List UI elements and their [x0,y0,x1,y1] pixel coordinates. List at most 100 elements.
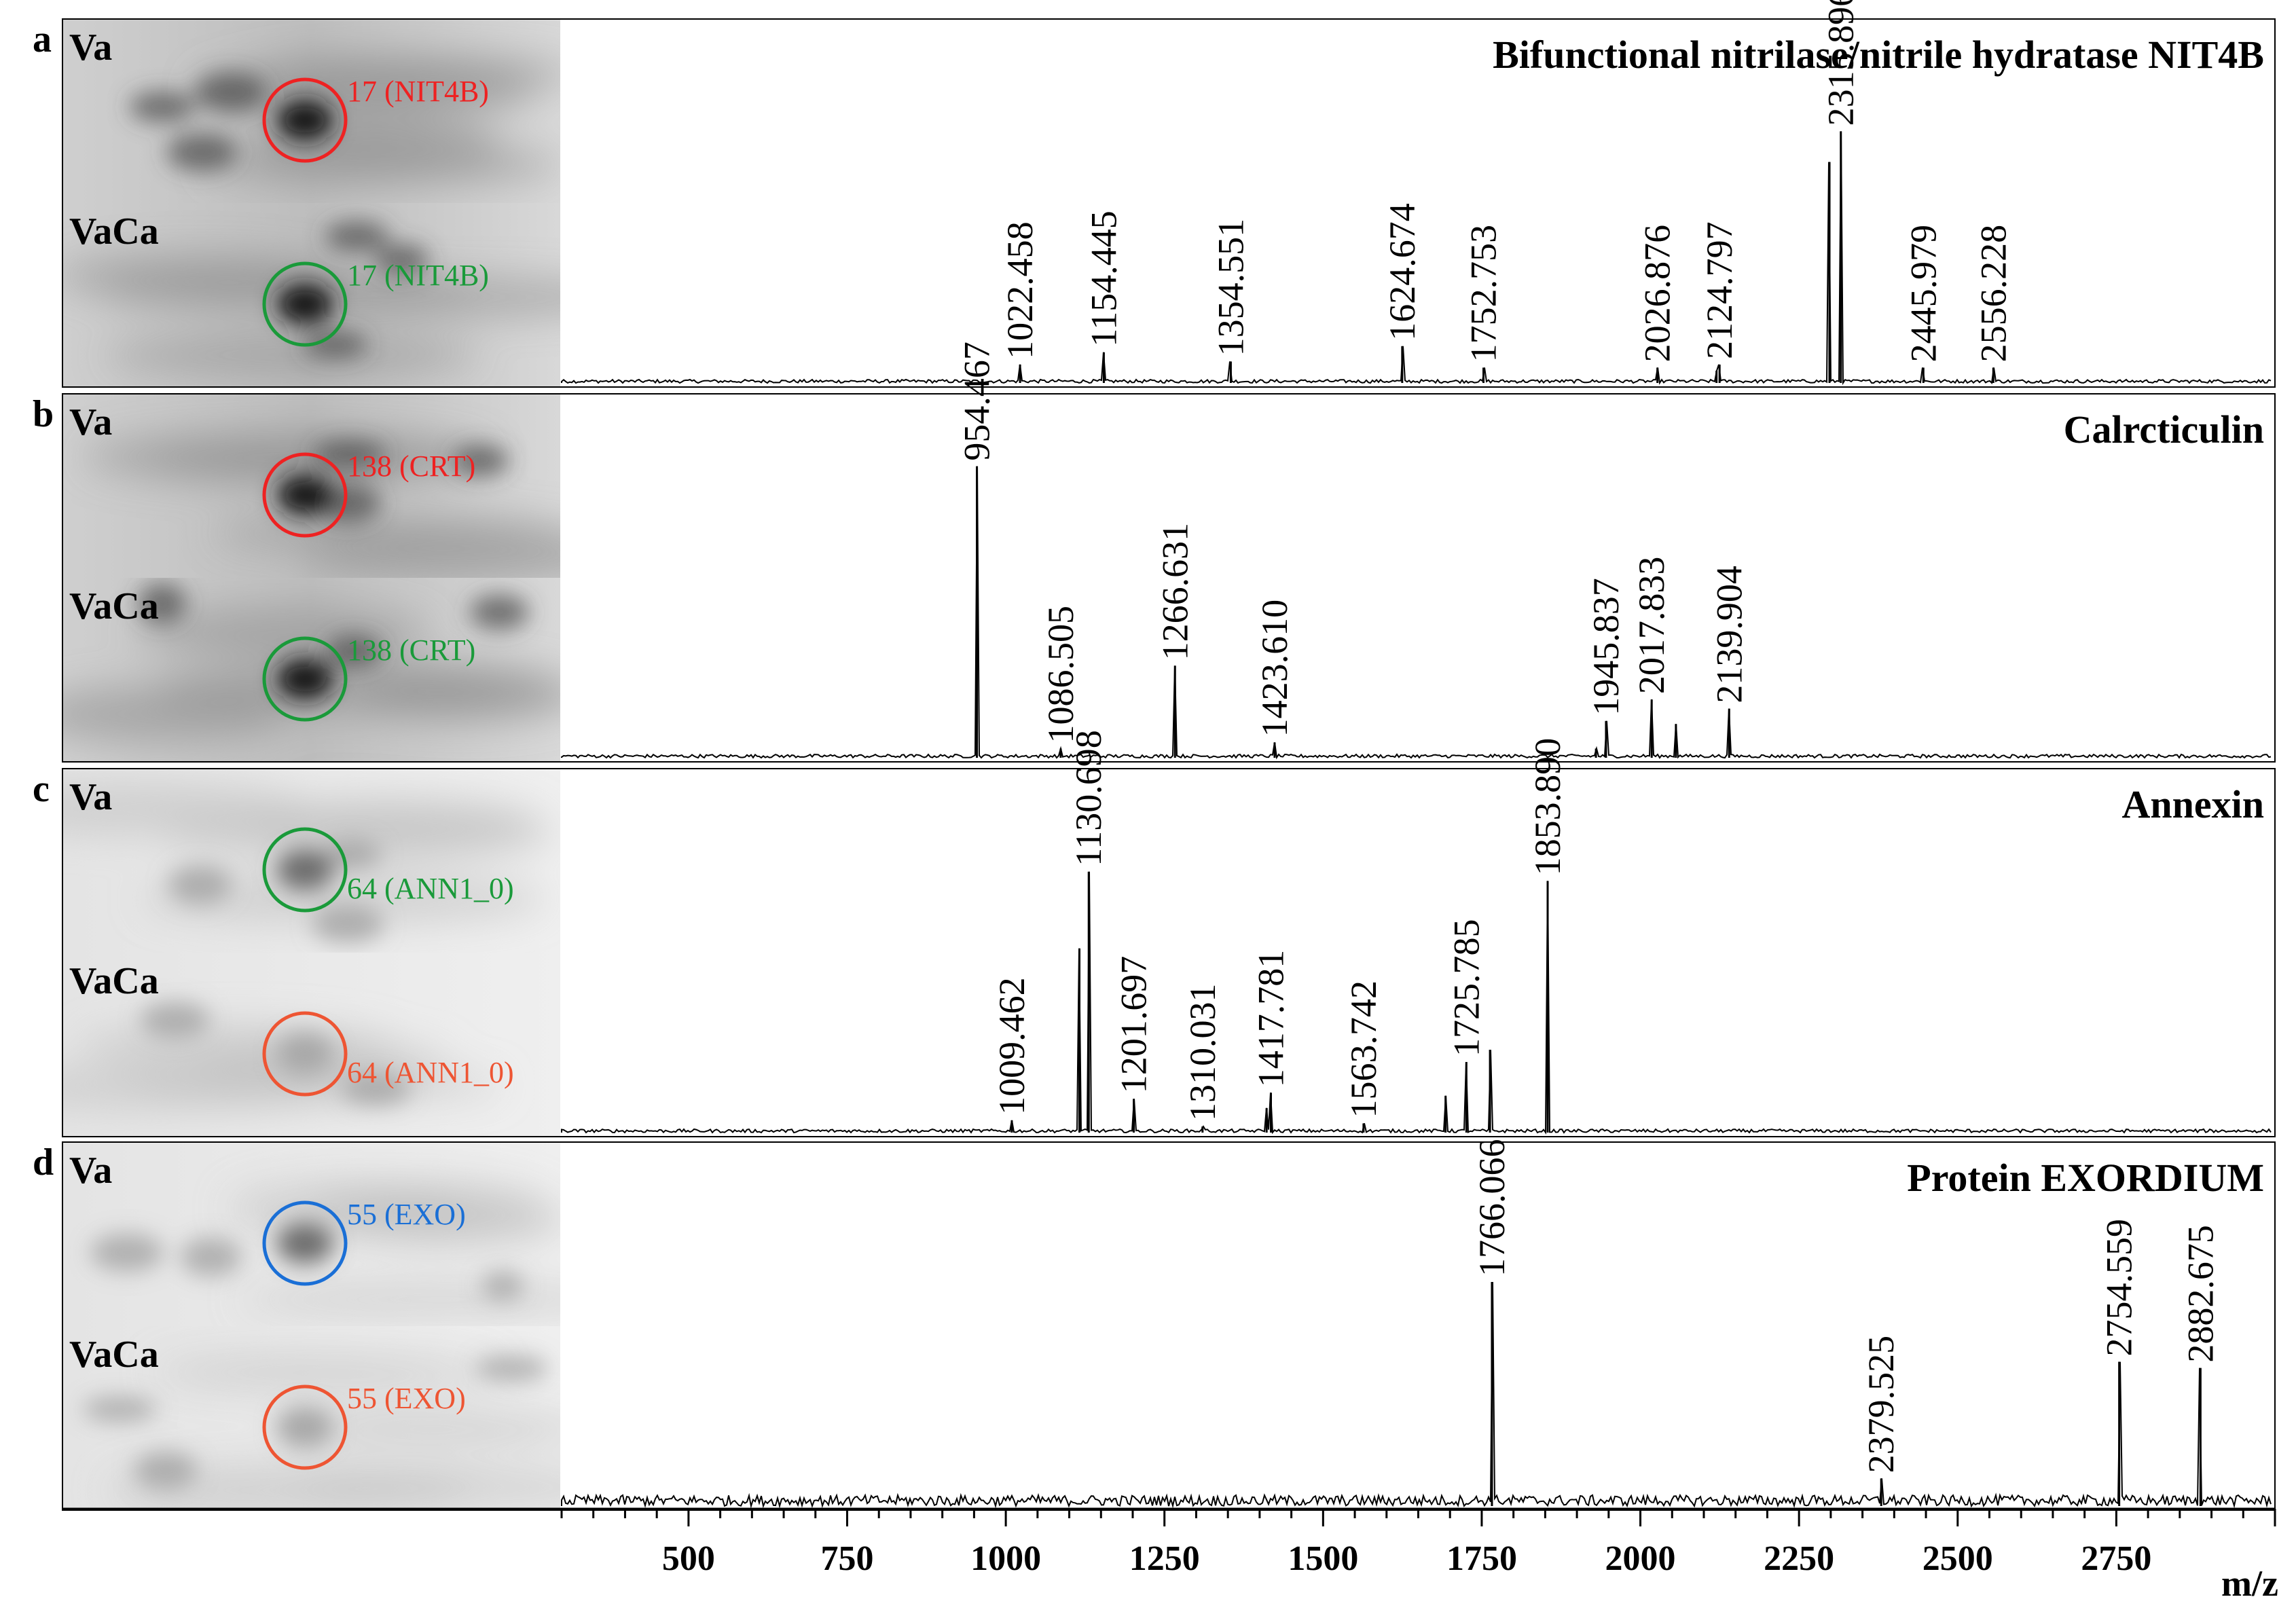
peak-label: 1130.698 [1068,730,1109,866]
spectra-panels: a Bifunctional nitrilase/nitrile hydratas… [33,0,2276,1511]
panel-frame [62,1141,2276,1511]
peak-label: 2556.228 [1973,225,2013,363]
x-tick-label: 1500 [1288,1539,1358,1578]
panel-b: b Calrcticulin 954.467 1086.505 1266.631 1423… [33,342,2276,763]
x-tick-label: 750 [821,1539,874,1578]
peak-label: 954.467 [957,342,998,461]
spot-label: 17 (NIT4B) [347,75,489,108]
panel-a: a Bifunctional nitrilase/nitrile hydratas… [33,0,2276,388]
protein-spot [276,1223,333,1264]
x-tick-label: 1750 [1446,1539,1517,1578]
peak-label: 2124.797 [1699,221,1740,359]
panel-frame [62,18,2276,388]
panel-letter: c [33,768,50,810]
peak-label: 2379.525 [1861,1336,1901,1473]
protein-spot [276,475,333,516]
spot-label: 64 (ANN1_0) [347,872,514,905]
protein-spot [276,100,333,141]
peak-label: 2754.559 [2099,1219,2140,1357]
peak-label: 2882.675 [2180,1225,2221,1363]
panel-letter: b [33,393,54,435]
spectrum-trace [561,131,2272,386]
protein-title: Protein EXORDIUM [1907,1156,2264,1200]
protein-spot [276,659,333,700]
panel-c: c Annexin 1009.462 1130.698 1201.697 1310.031… [33,730,2276,1137]
x-tick-label: 1250 [1129,1539,1200,1578]
peak-label: 1853.890 [1527,738,1568,876]
gel-image-va: Va 138 (CRT) [62,394,560,578]
peak-label: 1752.753 [1463,225,1504,363]
x-tick-label: 500 [662,1539,715,1578]
spot-label: 64 (ANN1_0) [347,1056,514,1089]
gel-image-vaca: VaCa 64 (ANN1_0) [62,953,560,1137]
spot-label: 138 (CRT) [347,450,475,483]
spot-circle [262,261,348,347]
spot-label: 55 (EXO) [347,1382,466,1415]
peak-label: 1423.610 [1254,600,1295,737]
protein-title: Calrcticulin [2064,407,2264,452]
peak-label: 1310.031 [1182,983,1223,1121]
protein-spot [276,284,333,325]
protein-title: Annexin [2121,782,2264,826]
gel-image-vaca: VaCa 55 (EXO) [62,1326,560,1510]
panel-frame [62,393,2276,763]
peak-label: 1725.785 [1446,919,1487,1057]
gel-condition-label: Va [69,1150,112,1192]
gel-image-vaca: VaCa 138 (CRT) [62,578,560,762]
gel-images: Va 17 (NIT4B) VaCa 17 (NIT4B) Va 138 (CRT) VaC… [62,19,560,1510]
protein-spot [276,849,333,891]
gel-condition-label: Va [69,26,112,69]
gel-condition-label: VaCa [69,1334,159,1376]
panel-d: d Protein EXORDIUM 1766.066 2379.525 2754.55… [33,1139,2276,1511]
gel-image-va: Va 64 (ANN1_0) [62,769,560,953]
spot-label: 55 (EXO) [347,1198,466,1231]
spot-label: 17 (NIT4B) [347,259,489,292]
spot-circle [262,1011,348,1097]
peak-label: 2017.833 [1631,557,1672,695]
peak-label: 1766.066 [1472,1139,1512,1277]
peak-label: 1417.781 [1251,950,1292,1088]
gel-condition-label: VaCa [69,585,159,627]
spot-circle [262,827,348,913]
gel-condition-label: VaCa [69,210,159,253]
gel-image-vaca: VaCa 17 (NIT4B) [62,203,560,387]
gel-image-va: Va 17 (NIT4B) [62,19,560,203]
peak-label: 1201.697 [1114,956,1154,1094]
peak-label: 1009.462 [991,977,1032,1115]
spectrum-trace [561,466,2272,760]
panel-letter: a [33,18,52,60]
x-axis-label: m/z [2221,1563,2278,1604]
protein-spot [276,1407,333,1448]
peak-label: 2139.904 [1709,566,1749,703]
spectrum-trace [561,1281,2272,1509]
peak-label: 1022.458 [1000,221,1040,359]
x-tick-label: 2250 [1764,1539,1834,1578]
peak-label: 1354.551 [1210,219,1251,356]
peak-label: 2026.876 [1637,225,1678,363]
spot-circle [262,1384,348,1470]
protein-spot [276,1033,333,1075]
spot-circle [262,452,348,538]
gel-image-va: Va 55 (EXO) [62,1142,560,1326]
gel-condition-label: Va [69,401,112,443]
peak-label: 1624.674 [1382,203,1423,341]
peak-label: 1945.837 [1586,578,1626,716]
spot-circle [262,636,348,722]
peak-label: 1154.445 [1083,210,1124,347]
panel-letter: d [33,1141,54,1184]
gel-condition-label: VaCa [69,960,159,1002]
x-axis: 500 750 1000 1250 1500 1750 2000 2250 2500 2750 [62,1507,2276,1578]
x-tick-label: 1000 [970,1539,1041,1578]
protein-title: Bifunctional nitrilase/nitrile hydratase… [1493,33,2264,77]
spot-circle [262,77,348,163]
peak-label: 2315.896 [1821,0,1861,126]
peak-label: 1266.631 [1154,523,1195,661]
x-tick-label: 2500 [1923,1539,1993,1578]
x-tick-label: 2000 [1605,1539,1676,1578]
peak-label: 2445.979 [1903,225,1944,363]
spectrum-trace [561,871,2272,1135]
panel-frame [62,768,2276,1137]
gel-condition-label: Va [69,776,112,818]
x-tick-label: 2750 [2081,1539,2151,1578]
